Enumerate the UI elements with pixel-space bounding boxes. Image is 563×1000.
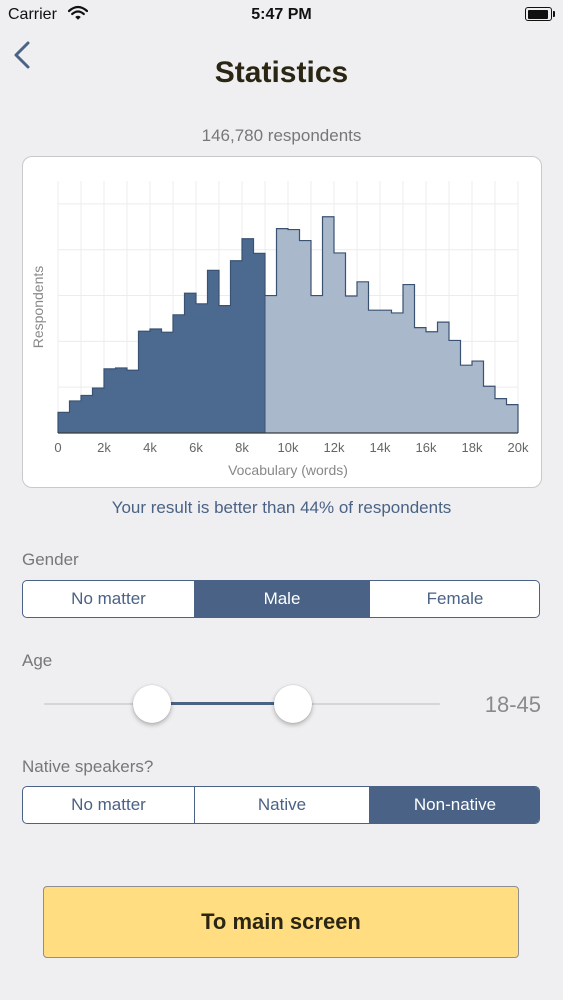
gender-label: Gender [22, 550, 79, 569]
to-main-screen-button[interactable]: To main screen [43, 886, 519, 958]
native-speakers-label: Native speakers? [22, 757, 154, 776]
histogram-bar [276, 228, 289, 433]
histogram-bar [92, 388, 105, 433]
histogram-bar [414, 327, 427, 433]
histogram-bar [242, 238, 254, 433]
gender-option-no-matter[interactable]: No matter [71, 589, 146, 608]
histogram-bar [368, 310, 381, 433]
histogram-bar [219, 305, 231, 433]
age-range-slider[interactable] [42, 684, 442, 724]
gender-option-female[interactable]: Female [369, 581, 539, 617]
histogram-bar [69, 400, 82, 433]
gender-option-male[interactable]: Male [194, 581, 369, 617]
histogram-bar [460, 365, 473, 433]
histogram-bar [150, 328, 162, 433]
histogram-bar [299, 240, 312, 433]
x-tick-label: 18k [462, 440, 483, 455]
histogram-bar [207, 270, 220, 433]
back-button[interactable] [10, 40, 36, 70]
histogram-bar [265, 295, 277, 433]
histogram-bar [506, 404, 519, 433]
chart-card: 0 2k 4k 6k 8k 10k 12k 14k 16k 18k 20k Vocabulary (w… [22, 156, 542, 488]
histogram-bar [380, 310, 392, 433]
histogram-bar [184, 293, 197, 433]
x-tick-label: 10k [278, 440, 299, 455]
histogram-outline [57, 216, 519, 433]
y-axis-label: Respondents [30, 266, 46, 349]
vocabulary-histogram: 0 2k 4k 6k 8k 10k 12k 14k 16k 18k 20k Vocabulary (w… [30, 181, 529, 478]
age-range-value: 18-45 [484, 692, 541, 717]
chevron-left-icon [14, 41, 30, 69]
x-tick-label: 6k [189, 440, 203, 455]
x-tick-label: 8k [235, 440, 249, 455]
x-tick-label: 0 [54, 440, 61, 455]
histogram-bar [495, 398, 507, 433]
histogram-bar [127, 370, 139, 433]
x-tick-label: 16k [416, 440, 437, 455]
x-tick-label: 2k [97, 440, 111, 455]
histogram-bar [288, 229, 300, 433]
status-time: 5:47 PM [251, 6, 312, 23]
x-tick-label: 14k [370, 440, 391, 455]
histogram-bar [115, 367, 128, 433]
histogram-bar [483, 386, 496, 433]
histogram-bar [472, 361, 484, 433]
x-tick-label: 12k [324, 440, 345, 455]
histogram-bar [138, 331, 151, 433]
native-segmented-control: No matter Native Non-native [22, 786, 540, 824]
battery-icon [525, 7, 555, 21]
native-option-native[interactable]: Native [194, 787, 369, 823]
histogram-bar [322, 216, 335, 433]
histogram-bar [345, 296, 358, 433]
histogram-bar [334, 252, 346, 433]
status-bar: Carrier 5:47 PM [0, 0, 563, 30]
carrier-label: Carrier [8, 6, 57, 23]
histogram-bar [311, 295, 323, 433]
page-title: Statistics [214, 56, 349, 89]
histogram-bar [196, 303, 208, 433]
histogram-bar [403, 284, 415, 433]
wifi-icon [68, 5, 88, 20]
histogram-bar [449, 340, 461, 433]
x-axis-label: Vocabulary (words) [228, 462, 348, 478]
result-text: Your result is better than 44% of respon… [111, 498, 452, 517]
native-option-non-native[interactable]: Non-native [369, 787, 539, 823]
histogram-bar [357, 281, 369, 433]
histogram-bar [173, 314, 185, 433]
age-max-handle[interactable] [273, 685, 312, 723]
age-min-handle[interactable] [132, 685, 171, 723]
histogram-bar [81, 395, 93, 433]
histogram-bar [230, 260, 243, 433]
respondents-count: 146,780 respondents [201, 126, 362, 145]
histogram-bar [437, 322, 450, 433]
histogram-bar [253, 253, 266, 433]
histogram-bar [104, 368, 116, 433]
histogram-bar [426, 331, 438, 433]
histogram-bar [161, 332, 174, 433]
age-label: Age [22, 651, 53, 670]
x-tick-label: 20k [508, 440, 529, 455]
gender-segmented-control: No matter Male Female [22, 580, 540, 618]
histogram-bar [58, 412, 70, 433]
x-tick-label: 4k [143, 440, 157, 455]
slider-active-range [151, 702, 293, 705]
native-option-no-matter[interactable]: No matter [71, 795, 146, 814]
histogram-bar [391, 312, 404, 433]
